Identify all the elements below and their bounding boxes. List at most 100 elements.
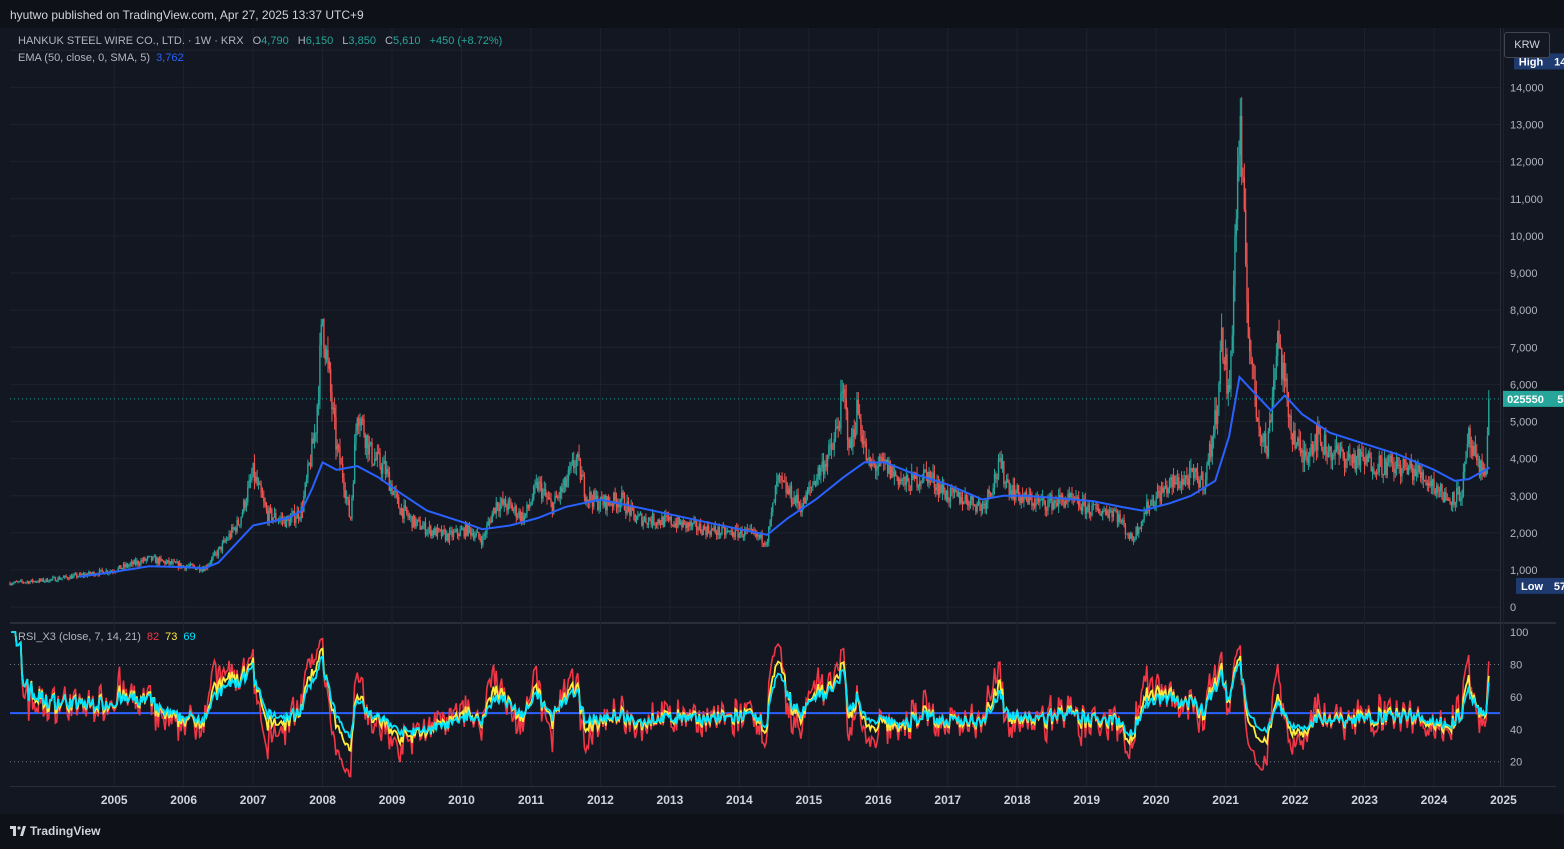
- price-candle-body: [216, 552, 218, 556]
- price-candle-body: [1378, 455, 1380, 472]
- price-candle-body: [969, 499, 972, 506]
- price-candle-body: [80, 573, 82, 575]
- price-candle-body: [812, 485, 814, 487]
- price-candle-body: [1317, 425, 1319, 451]
- price-candle-body: [1311, 444, 1314, 455]
- price-candle-body: [727, 531, 730, 532]
- price-candle-body: [1345, 459, 1347, 468]
- price-candle-body: [351, 497, 353, 519]
- price-candle-body: [830, 444, 833, 450]
- price-candle-body: [49, 579, 51, 582]
- price-candle-body: [1032, 503, 1034, 506]
- price-candle-body: [260, 484, 262, 493]
- price-candle-body: [1013, 485, 1016, 501]
- price-candle-body: [1224, 354, 1227, 365]
- price-candle-body: [62, 577, 65, 579]
- price-candle-body: [778, 475, 781, 477]
- price-candle-body: [1264, 433, 1267, 449]
- price-candle-body: [1389, 455, 1391, 458]
- price-candle-body: [416, 519, 419, 522]
- price-candle-body: [889, 461, 892, 479]
- price-candle-body: [1212, 433, 1215, 437]
- price-candle-body: [125, 564, 127, 568]
- price-candle-body: [617, 503, 619, 508]
- price-candle-body: [475, 532, 477, 536]
- price-candle-body: [1313, 444, 1315, 455]
- price-candle-body: [253, 462, 256, 482]
- price-candle-body: [1357, 448, 1359, 459]
- price-candle-body: [132, 561, 134, 565]
- price-candle-body: [1461, 495, 1463, 499]
- price-candle-body: [1369, 453, 1371, 458]
- price-candle-body: [1059, 494, 1061, 499]
- price-candle-body: [621, 492, 623, 501]
- price-candle-body: [542, 490, 544, 499]
- price-candle-body: [1179, 486, 1181, 489]
- price-candle-body: [1171, 477, 1173, 488]
- rsi-tick-label: 60: [1510, 692, 1522, 704]
- price-candle-body: [1203, 489, 1205, 490]
- price-candle-body: [1435, 485, 1438, 494]
- price-candle-body: [1441, 483, 1443, 499]
- price-candle-body: [538, 481, 540, 491]
- price-candle-body: [515, 506, 517, 518]
- price-candle-body: [1041, 496, 1044, 500]
- price-candle-body: [514, 506, 516, 510]
- price-candle-body: [172, 561, 174, 564]
- price-candle-body: [209, 562, 212, 565]
- price-candle-body: [981, 505, 984, 511]
- price-candle-body: [180, 562, 182, 568]
- price-candle-body: [19, 580, 22, 582]
- price-candle-body: [1370, 457, 1372, 472]
- price-candle-body: [973, 504, 976, 506]
- price-candle-body: [384, 460, 387, 474]
- price-candle-body: [829, 444, 831, 445]
- price-tick-label: 13,000: [1510, 120, 1544, 132]
- price-candle-body: [561, 487, 563, 492]
- symbol-title: HANKUK STEEL WIRE CO., LTD. · 1W · KRX: [18, 35, 244, 47]
- time-tick-label: 2022: [1282, 793, 1309, 807]
- price-candle-body: [583, 476, 586, 497]
- price-candle-body: [884, 459, 886, 463]
- price-candle-body: [719, 533, 722, 535]
- price-candle-body: [673, 525, 675, 527]
- price-candle-body: [169, 561, 172, 564]
- price-candle-body: [683, 520, 686, 522]
- price-candle-body: [390, 484, 392, 491]
- price-candle-body: [929, 471, 932, 478]
- price-candle-body: [937, 482, 940, 495]
- price-candle-body: [1338, 450, 1340, 456]
- price-candle-body: [1096, 508, 1099, 510]
- price-candle-body: [1256, 417, 1259, 421]
- price-candle-body: [217, 548, 220, 556]
- price-candle-body: [1331, 454, 1334, 461]
- tradingview-logo[interactable]: TradingView: [10, 824, 100, 838]
- price-candle-body: [1274, 368, 1276, 380]
- price-candle-body: [714, 526, 717, 533]
- price-candle-body: [980, 504, 982, 511]
- price-candle-body: [1155, 496, 1157, 506]
- price-candle-body: [1234, 235, 1236, 286]
- price-candle-body: [219, 546, 221, 549]
- price-candle-body: [1457, 486, 1459, 489]
- price-candle-body: [213, 552, 216, 556]
- price-candle-body: [309, 463, 312, 467]
- price-candle-body: [667, 516, 670, 520]
- price-candle-body: [770, 512, 773, 521]
- price-candle-body: [1243, 177, 1246, 210]
- low-label: L: [342, 35, 349, 47]
- price-candle-body: [1259, 428, 1262, 437]
- price-candle-body: [836, 425, 838, 430]
- price-candle-body: [784, 481, 786, 483]
- price-candle-body: [1437, 485, 1439, 491]
- price-candle-body: [666, 516, 668, 517]
- price-candle-body: [491, 513, 493, 523]
- price-candle-body: [838, 427, 841, 429]
- price-candle-body: [611, 503, 614, 507]
- price-candle-body: [414, 515, 416, 527]
- price-candle-body: [33, 581, 35, 582]
- time-tick-label: 2015: [795, 793, 822, 807]
- price-candle-body: [965, 494, 968, 500]
- currency-button[interactable]: KRW: [1504, 32, 1550, 58]
